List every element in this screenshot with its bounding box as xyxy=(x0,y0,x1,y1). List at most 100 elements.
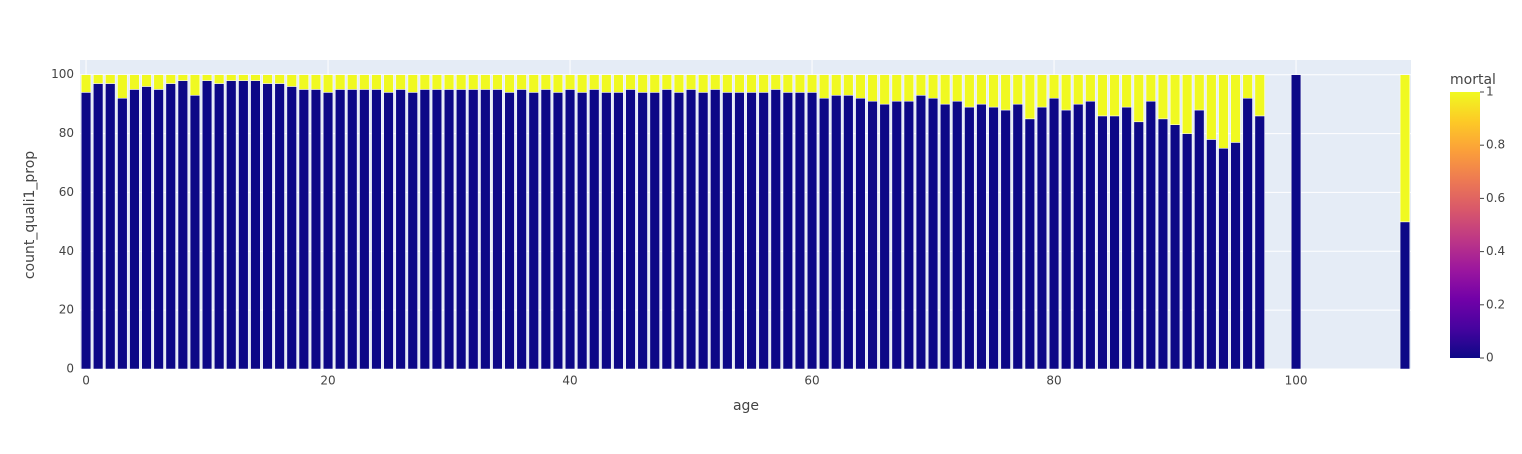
bar-segment xyxy=(298,74,309,90)
bar-segment xyxy=(1109,74,1120,117)
bar-segment xyxy=(1097,74,1108,117)
bar-segment xyxy=(637,74,648,93)
bar-segment xyxy=(395,89,406,370)
bar-segment xyxy=(456,89,467,370)
bar-segment xyxy=(407,92,418,370)
bar-segment xyxy=(601,92,612,370)
bar-segment xyxy=(867,74,878,102)
bar-segment xyxy=(93,74,104,84)
bar-segment xyxy=(940,74,951,105)
bar-segment xyxy=(1036,74,1048,108)
y-tick-label: 80 xyxy=(59,126,74,140)
bar-segment xyxy=(952,74,963,102)
bar-segment xyxy=(1012,74,1023,105)
bar-segment xyxy=(661,74,672,90)
bar-segment xyxy=(492,74,503,90)
bar-segment xyxy=(1194,109,1205,370)
bar-segment xyxy=(1061,74,1072,111)
bar-segment xyxy=(105,83,116,370)
y-tick-label: 100 xyxy=(51,67,74,81)
bar-segment xyxy=(806,92,818,370)
bar-segment xyxy=(1157,118,1169,370)
bar-segment xyxy=(201,80,213,370)
bar-segment xyxy=(153,74,164,90)
bar-segment xyxy=(746,74,757,93)
bar-segment xyxy=(577,92,588,370)
bar-segment xyxy=(940,103,951,370)
bar-segment xyxy=(395,74,406,90)
bar-segment xyxy=(625,89,636,370)
bar-segment xyxy=(831,95,842,370)
bar-segment xyxy=(1048,74,1060,99)
bar-segment xyxy=(819,74,830,99)
bar-segment xyxy=(1012,103,1023,370)
bar-segment xyxy=(310,74,322,90)
colorbar xyxy=(1450,92,1480,358)
bar-segment xyxy=(1000,109,1011,370)
bar-segment xyxy=(613,92,624,370)
bar-segment xyxy=(927,98,939,370)
bar-segment xyxy=(879,74,890,105)
bar-segment xyxy=(468,74,479,90)
y-tick-label: 20 xyxy=(59,303,74,317)
bar-segment xyxy=(806,74,818,93)
bar-segment xyxy=(770,74,781,90)
colorbar-tick-label: 1 xyxy=(1486,85,1494,99)
bar-segment xyxy=(758,74,769,93)
bar-segment xyxy=(564,89,576,370)
bar-segment xyxy=(964,74,975,108)
bar-segment xyxy=(722,74,733,93)
bar-segment xyxy=(347,74,358,90)
bar-segment xyxy=(310,89,322,370)
bar-segment xyxy=(770,89,781,370)
bar-segment xyxy=(673,92,685,370)
bar-segment xyxy=(177,74,188,81)
bar-segment xyxy=(794,74,806,93)
bar-segment xyxy=(964,106,975,370)
bar-segment xyxy=(443,74,455,90)
bar-segment xyxy=(1206,139,1217,370)
bar-segment xyxy=(1169,74,1181,125)
bar-segment xyxy=(782,74,793,93)
bar-segment xyxy=(976,74,987,105)
bar-segment xyxy=(298,89,309,370)
bar-segment xyxy=(698,74,709,93)
bar-segment xyxy=(819,98,830,370)
bar-segment xyxy=(601,74,612,93)
bar-segment xyxy=(1121,106,1132,370)
y-tick-label: 40 xyxy=(59,244,74,258)
x-tick-label: 40 xyxy=(562,374,577,388)
y-tick-label: 0 xyxy=(66,362,74,376)
bar-segment xyxy=(238,74,249,81)
bar-segment xyxy=(1399,74,1411,223)
bar-segment xyxy=(238,80,249,370)
bar-segment xyxy=(516,89,527,370)
bar-segment xyxy=(1048,98,1060,370)
bar-segment xyxy=(1097,115,1108,370)
bar-segment xyxy=(504,92,515,370)
bar-segment xyxy=(250,80,261,370)
bar-segment xyxy=(322,74,334,93)
bar-segment xyxy=(577,74,588,93)
bar-segment xyxy=(1000,74,1011,111)
bar-segment xyxy=(165,74,176,84)
bar-segment xyxy=(1254,74,1265,117)
bar-segment xyxy=(335,74,346,90)
bar-segment xyxy=(117,74,128,99)
bar-segment xyxy=(347,89,358,370)
bar-segment xyxy=(710,74,721,90)
bar-segment xyxy=(274,83,285,370)
bar-segment xyxy=(1182,133,1193,370)
y-axis-title: count_quali1_prop xyxy=(22,151,38,279)
colorbar-tick-label: 0.2 xyxy=(1486,297,1505,311)
bar-segment xyxy=(250,74,261,81)
bar-segment xyxy=(903,100,914,370)
bar-segment xyxy=(177,80,188,370)
bar-segment xyxy=(1218,74,1229,149)
bar-segment xyxy=(371,89,382,370)
bar-segment xyxy=(734,92,745,370)
bar-segment xyxy=(1218,148,1229,370)
bar-segment xyxy=(1085,74,1096,102)
bar-segment xyxy=(758,92,769,370)
